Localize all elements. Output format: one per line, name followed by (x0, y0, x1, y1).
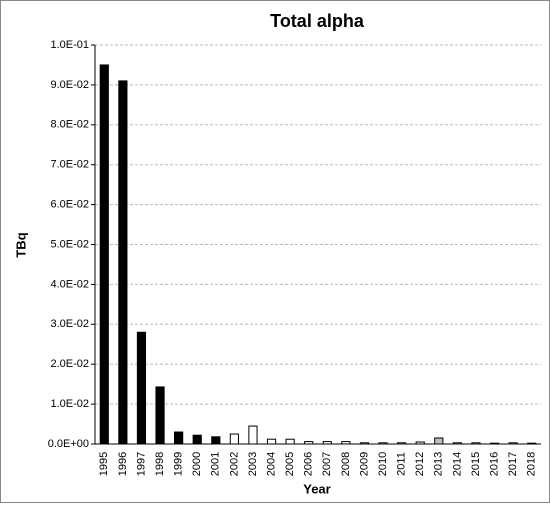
y-tick-label: 5.0E-02 (50, 238, 89, 250)
bar (266, 438, 277, 445)
y-tick-label: 4.0E-02 (50, 278, 89, 290)
x-tick-label: 1999 (173, 452, 185, 476)
x-tick-label: 2000 (191, 452, 203, 476)
y-tick-label: 8.0E-02 (50, 119, 89, 131)
x-tick-label: 2012 (414, 452, 426, 476)
y-tick-label: 9.0E-02 (50, 79, 89, 91)
x-tick-label: 2010 (377, 452, 389, 476)
x-tick-label: 2015 (470, 452, 482, 476)
x-tick-label: 2006 (303, 452, 315, 476)
bar (192, 434, 202, 445)
chart-title: Total alpha (270, 11, 365, 31)
x-tick-label: 2016 (488, 452, 500, 476)
bar (285, 438, 295, 445)
y-tick-label: 1.0E-01 (50, 39, 89, 51)
bar (248, 425, 258, 445)
y-tick-label: 1.0E-02 (50, 398, 89, 410)
bar (211, 436, 221, 445)
bar (136, 331, 147, 445)
bar (155, 386, 165, 445)
bar (118, 80, 128, 445)
y-tick-label: 2.0E-02 (50, 358, 89, 370)
x-tick-label: 2018 (526, 452, 538, 476)
y-axis-label: TBq (13, 232, 28, 257)
x-tick-label: 1995 (98, 452, 110, 476)
x-tick-label: 2017 (507, 452, 519, 476)
x-tick-label: 1998 (154, 452, 166, 476)
y-tick-label: 0.0E+00 (48, 438, 89, 450)
x-tick-label: 2008 (340, 452, 352, 476)
x-tick-label: 2004 (265, 452, 277, 476)
bar (99, 64, 109, 445)
x-tick-label: 2014 (451, 452, 463, 476)
x-tick-label: 2013 (433, 452, 445, 476)
x-tick-label: 1996 (117, 452, 129, 476)
x-tick-label: 2007 (321, 452, 333, 476)
x-tick-label: 2009 (358, 452, 370, 476)
bar (229, 433, 239, 445)
x-tick-label: 2001 (210, 452, 222, 476)
x-tick-label: 2005 (284, 452, 296, 476)
x-tick-label: 1997 (135, 452, 147, 476)
y-tick-label: 3.0E-02 (50, 318, 89, 330)
y-tick-label: 6.0E-02 (50, 199, 89, 211)
y-tick-label: 7.0E-02 (50, 159, 89, 171)
x-tick-label: 2002 (228, 452, 240, 476)
bar (434, 437, 444, 445)
bar (174, 431, 184, 445)
x-tick-label: 2003 (247, 452, 259, 476)
x-axis-label: Year (303, 481, 330, 496)
x-tick-label: 2011 (396, 452, 408, 476)
